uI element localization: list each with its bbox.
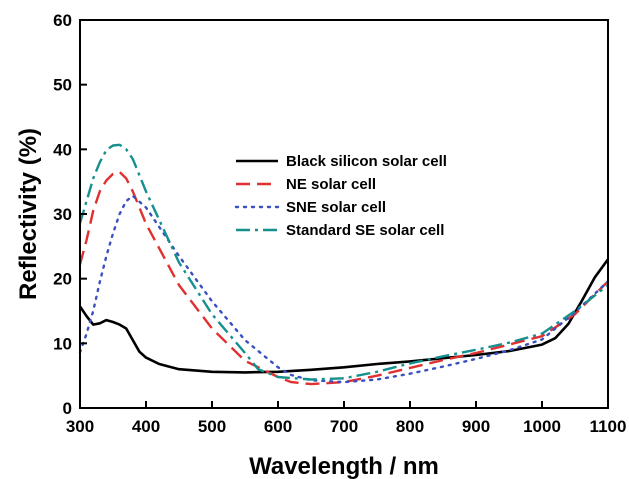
x-tick-label: 700 [330, 417, 358, 436]
legend-label-4: Standard SE solar cell [286, 222, 444, 239]
x-tick-label: 900 [462, 417, 490, 436]
series-lines [78, 143, 610, 386]
y-tick-label: 50 [53, 76, 72, 95]
x-tick-label: 800 [396, 417, 424, 436]
y-tick-label: 10 [53, 334, 72, 353]
legend: Black silicon solar cell NE solar cell SNE… [234, 153, 447, 239]
x-axis-label: Wavelength / nm [249, 453, 439, 479]
x-tick-label: 400 [132, 417, 160, 436]
y-axis-label: Reflectivity (%) [15, 128, 42, 300]
x-tick-label: 1100 [590, 417, 627, 436]
x-tick-label: 300 [66, 417, 94, 436]
y-tick-label: 0 [63, 399, 72, 418]
legend-label-3: SNE solar cell [286, 199, 386, 216]
legend-label-1: Black silicon solar cell [286, 153, 447, 170]
x-tick-label: 1000 [523, 417, 561, 436]
tick-labels: 300 400 500 600 700 800 900 1000 1100 0 10 20 30 40 50… [53, 11, 626, 436]
y-tick-label: 20 [53, 270, 72, 289]
x-tick-label: 500 [198, 417, 226, 436]
y-tick-label: 40 [53, 140, 72, 159]
y-tick-label: 30 [53, 205, 72, 224]
legend-label-2: NE solar cell [286, 176, 376, 193]
series-line-1 [78, 258, 610, 374]
axis-ticks [79, 19, 609, 409]
x-tick-label: 600 [264, 417, 292, 436]
series-line-2 [78, 170, 609, 386]
y-tick-label: 60 [53, 11, 72, 30]
series-line-4 [78, 143, 609, 381]
